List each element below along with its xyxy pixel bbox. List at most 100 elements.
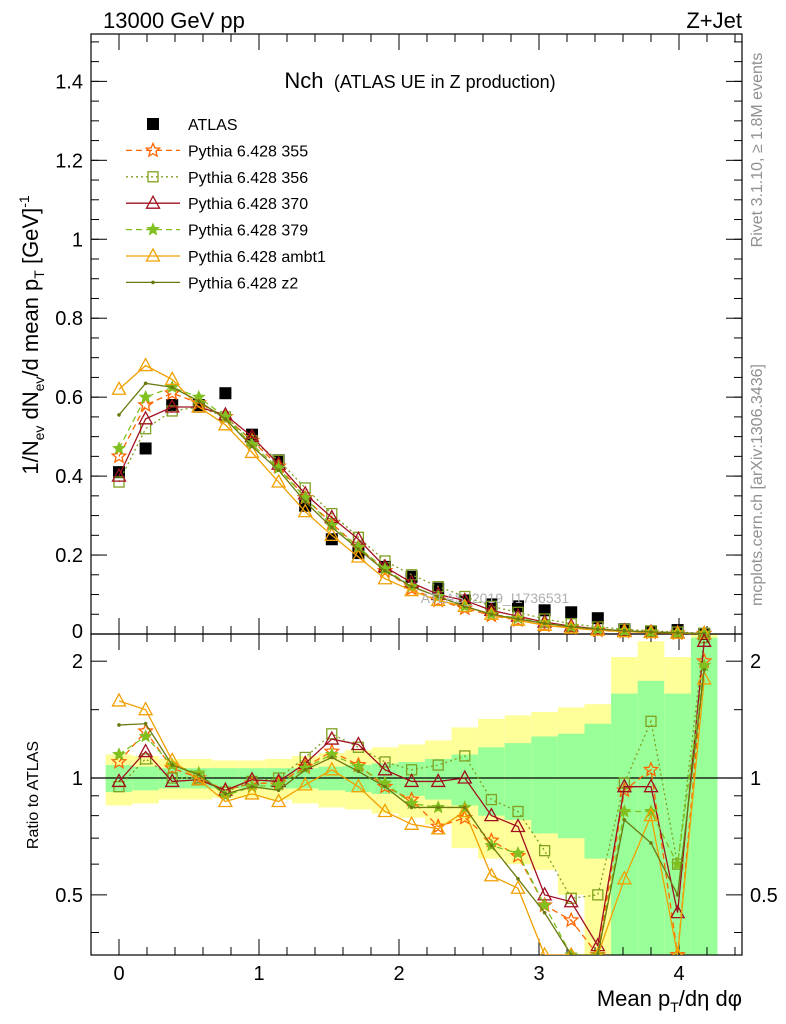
ratio-point-4 xyxy=(377,803,393,818)
series-point-5 xyxy=(164,371,180,386)
x-tick-label: 1 xyxy=(253,963,264,985)
ratio-point-4 xyxy=(217,793,233,808)
ratio-y-tick-label-right: 2 xyxy=(750,651,761,673)
ratio-point-5 xyxy=(675,893,680,897)
legend-marker xyxy=(151,280,155,285)
ratio-y-tick-label: 0.5 xyxy=(55,885,83,907)
ratio-point-2 xyxy=(510,818,526,833)
series-point-1 xyxy=(163,384,181,401)
series-point-6 xyxy=(276,468,281,472)
ratio-point-1 xyxy=(485,793,498,806)
ratio-point-1 xyxy=(565,892,577,904)
series-point-6 xyxy=(596,627,600,632)
ratio-line-1 xyxy=(118,637,705,899)
ratio-point-4 xyxy=(673,946,683,955)
series-point-3 xyxy=(138,410,154,425)
series-point-5 xyxy=(244,444,260,459)
series-point-0 xyxy=(219,387,232,400)
ratio-point-3 xyxy=(271,777,286,791)
band-inner xyxy=(504,743,532,820)
series-point-5 xyxy=(297,503,313,518)
ratio-point-4 xyxy=(696,670,712,685)
ratio-point-2 xyxy=(563,893,579,908)
ratio-point-2 xyxy=(377,761,393,776)
ratio-point-5 xyxy=(250,784,254,789)
series-point-4 xyxy=(112,441,126,455)
ratio-point-2 xyxy=(696,634,712,647)
series-line-4 xyxy=(118,386,705,635)
series-point-4 xyxy=(138,389,153,404)
ratio-point-1 xyxy=(538,844,551,857)
legend-marker xyxy=(147,118,159,130)
series-point-0 xyxy=(538,604,551,617)
legend-marker xyxy=(146,222,160,236)
legend-label: Pythia 6.428 356 xyxy=(188,170,308,187)
main-y-label: 1/Nev dNev/d mean pT [GeV]-1 xyxy=(16,195,47,475)
x-axis-label: Mean pT/dη dφ xyxy=(597,986,742,1015)
ratio-point-5 xyxy=(569,953,573,955)
series-point-6 xyxy=(463,604,467,609)
series-point-1 xyxy=(110,447,128,464)
series-point-6 xyxy=(356,547,361,551)
ratio-point-0 xyxy=(562,911,580,928)
y-tick-label: 0.2 xyxy=(55,545,83,567)
ratio-series-clipped xyxy=(110,634,713,955)
ratio-y-tick-label: 2 xyxy=(72,651,83,673)
legend-marker xyxy=(145,247,161,262)
ratio-point-5 xyxy=(489,843,494,848)
series-point-6 xyxy=(383,569,387,573)
ratio-point-5 xyxy=(622,818,627,822)
series-point-5 xyxy=(377,570,393,585)
ratio-point-4 xyxy=(593,946,603,955)
series-point-5 xyxy=(111,380,127,395)
series-point-2 xyxy=(113,476,125,488)
ratio-line-4 xyxy=(118,678,705,955)
series-point-6 xyxy=(436,594,441,599)
ratio-point-3 xyxy=(112,747,126,761)
series-point-6 xyxy=(675,631,680,635)
main-series xyxy=(110,357,713,641)
legend-label: Pythia 6.428 355 xyxy=(188,143,308,160)
series-point-3 xyxy=(111,467,127,482)
series-point-6 xyxy=(702,631,706,636)
band-inner xyxy=(478,747,505,816)
y-tick-label: 0 xyxy=(72,621,83,643)
y-tick-label: 0.8 xyxy=(55,308,83,330)
y-tick-label: 1 xyxy=(72,229,83,251)
band-inner xyxy=(584,723,612,859)
ratio-point-0 xyxy=(509,847,527,863)
series-point-6 xyxy=(197,399,201,403)
ratio-point-5 xyxy=(596,953,600,955)
ratio-point-1 xyxy=(139,753,152,765)
ratio-point-3 xyxy=(617,804,632,818)
ratio-point-2 xyxy=(670,904,686,919)
ratio-point-4 xyxy=(271,793,287,808)
series-line-3 xyxy=(118,406,705,635)
ratio-y-tick-label-right: 0.5 xyxy=(750,885,778,907)
ratio-point-4 xyxy=(297,776,313,791)
series-point-3 xyxy=(164,398,180,413)
ratio-point-5 xyxy=(702,668,706,672)
ratio-point-4 xyxy=(566,946,576,955)
ratio-point-0 xyxy=(429,817,447,834)
band-inner xyxy=(451,754,479,806)
series-point-6 xyxy=(622,629,627,633)
series-point-1 xyxy=(137,396,154,413)
ratio-point-4 xyxy=(457,803,473,818)
ratio-point-4 xyxy=(191,771,207,786)
ratio-y-label: Ratio to ATLAS xyxy=(25,741,42,849)
ratio-point-2 xyxy=(430,773,446,788)
ratio-point-4 xyxy=(430,820,446,835)
ratio-point-2 xyxy=(350,736,366,751)
ratio-point-4 xyxy=(540,946,550,955)
legend: ATLAS Pythia 6.428 355 Pythia 6.428 356 Pyt… xyxy=(126,117,326,292)
series-point-5 xyxy=(350,548,366,563)
legend-marker xyxy=(147,171,159,183)
ratio-point-2 xyxy=(643,778,659,793)
ratio-point-5 xyxy=(436,805,441,810)
band-inner xyxy=(611,693,638,955)
series-line-2 xyxy=(118,406,705,634)
ratio-point-4 xyxy=(483,867,499,882)
ratio-point-1 xyxy=(645,715,657,727)
